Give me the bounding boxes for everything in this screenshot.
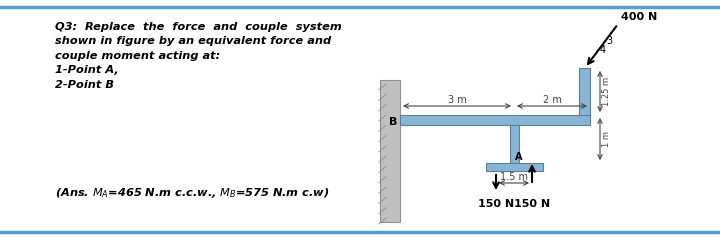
Text: 1.5 m: 1.5 m (500, 172, 528, 182)
Text: 3 m: 3 m (448, 95, 467, 105)
Text: 150 N: 150 N (478, 199, 514, 209)
Text: 150 N: 150 N (514, 199, 550, 209)
Text: 3: 3 (606, 36, 613, 46)
Bar (400, 115, 590, 125)
Bar (380, 80, 400, 222)
Bar (486, 163, 543, 171)
Text: A: A (515, 152, 523, 162)
Text: 1.25 m: 1.25 m (602, 77, 611, 106)
Text: Q3:  Replace  the  force  and  couple  system
shown in figure by an equivalent f: Q3: Replace the force and couple system … (55, 22, 342, 89)
Text: 400 N: 400 N (621, 12, 657, 22)
Text: 1 m: 1 m (602, 131, 611, 147)
Text: B: B (389, 117, 397, 127)
Bar (579, 68, 590, 115)
Bar (510, 125, 519, 163)
Text: 4: 4 (600, 45, 606, 55)
Text: 2 m: 2 m (543, 95, 562, 105)
Text: (Ans. $M_A$=465 N.m c.c.w., $M_B$=575 N.m c.w): (Ans. $M_A$=465 N.m c.c.w., $M_B$=575 N.… (55, 186, 330, 200)
